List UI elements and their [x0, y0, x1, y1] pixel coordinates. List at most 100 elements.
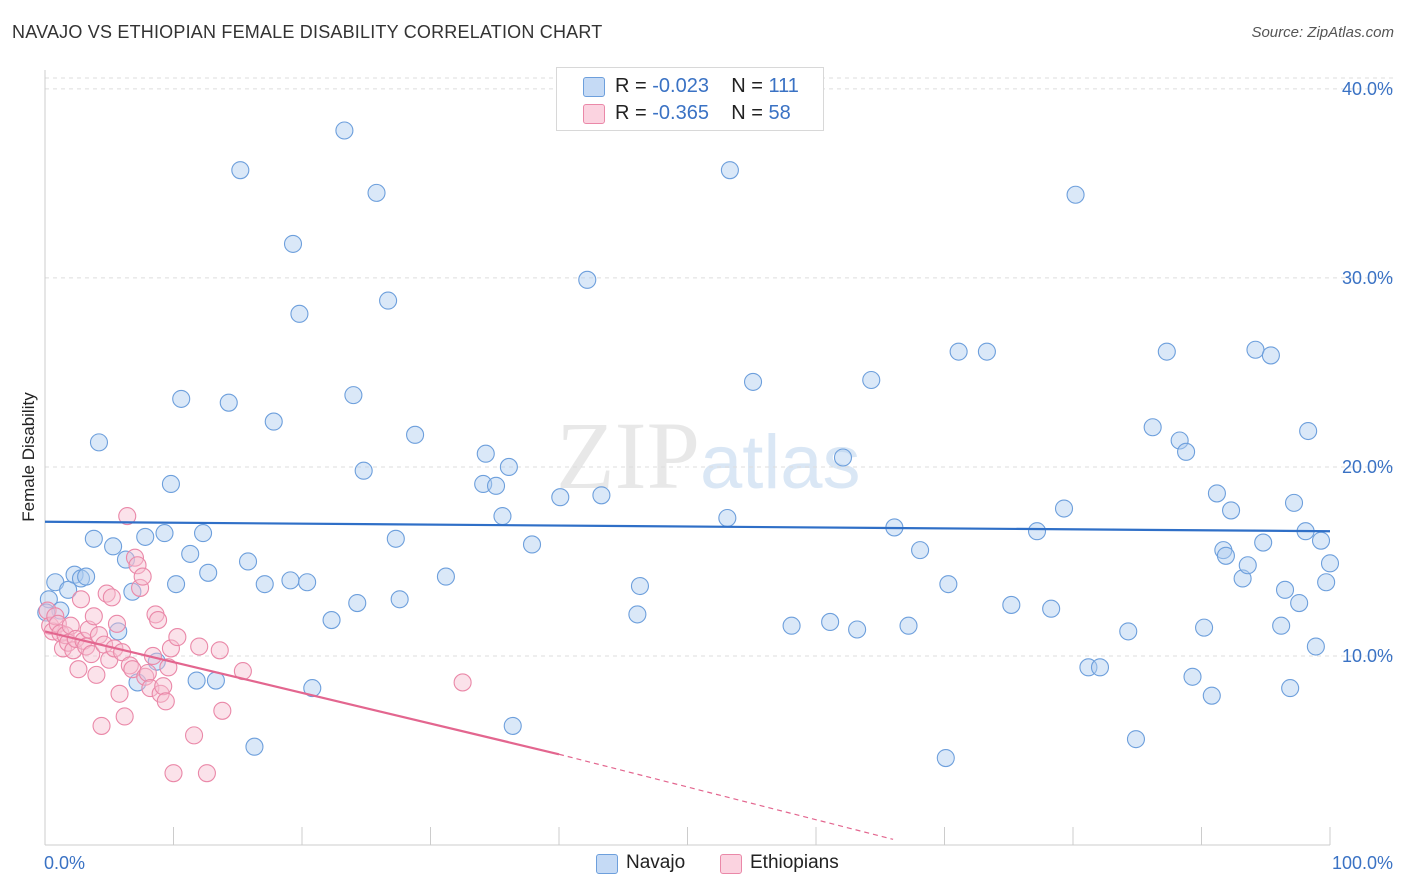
ethiopian-point: [154, 677, 173, 696]
navajo-point: [1216, 546, 1235, 565]
navajo-point: [833, 448, 853, 467]
navajo-point: [245, 737, 264, 756]
bottom-label-navajo: Navajo: [626, 852, 686, 873]
navajo-point: [1222, 501, 1241, 520]
navajo-trendline: [44, 520, 1331, 533]
ethiopian-point: [161, 639, 180, 658]
navajo-point: [303, 679, 322, 698]
legend-r-label-navajo: R =: [615, 75, 653, 97]
ethiopian-point: [131, 578, 150, 597]
ethiopian-point: [128, 556, 147, 575]
navajo-point: [628, 605, 647, 624]
legend-text-ethiopians: R = -0.365 N = 58: [615, 102, 791, 125]
navajo-point: [354, 461, 373, 480]
ethiopian-point: [87, 665, 106, 684]
legend-n-value-ethiopians: 58: [768, 102, 791, 124]
y-tick-label: 30.0%: [1342, 268, 1393, 288]
navajo-point: [161, 474, 180, 494]
navajo-point: [1284, 493, 1304, 512]
ethiopian-point: [92, 716, 111, 735]
navajo-point: [630, 576, 650, 596]
navajo-point: [522, 535, 542, 554]
ethiopian-point: [149, 611, 168, 630]
navajo-point: [1170, 431, 1189, 450]
navajo-point: [298, 573, 317, 592]
ethiopian-point: [69, 660, 88, 679]
navajo-point: [1177, 442, 1196, 461]
navajo-point: [390, 590, 409, 609]
navajo-point: [848, 620, 867, 639]
navajo-point: [386, 529, 405, 548]
navajo-point: [1054, 499, 1074, 518]
navajo-point: [109, 622, 128, 641]
navajo-point: [1183, 667, 1202, 686]
navajo-point: [551, 488, 570, 507]
legend-r-value-navajo: -0.023: [652, 75, 709, 97]
ethiopian-point: [84, 607, 103, 626]
navajo-point: [219, 393, 238, 412]
navajo-point: [322, 611, 341, 630]
legend-n-label-ethiopians: N =: [731, 102, 769, 124]
watermark: ZIPatlas: [556, 400, 861, 511]
ethiopian-point: [213, 701, 232, 720]
navajo-point: [1042, 599, 1061, 618]
legend-r-label-ethiopians: R =: [615, 102, 653, 124]
navajo-point: [335, 121, 354, 140]
navajo-point: [290, 304, 309, 323]
ethiopian-point: [133, 567, 152, 586]
ethiopian-point: [107, 614, 127, 633]
navajo-point: [199, 563, 218, 582]
navajo-point: [231, 161, 250, 180]
navajo-point: [911, 541, 930, 560]
navajo-point: [578, 270, 597, 289]
navajo-point: [436, 567, 455, 586]
navajo-point: [77, 567, 96, 586]
navajo-point: [1207, 484, 1226, 503]
navajo-point: [116, 550, 136, 569]
navajo-point: [238, 552, 258, 571]
navajo-point: [782, 616, 801, 635]
navajo-point: [51, 601, 70, 620]
ethiopian-point: [138, 663, 157, 683]
navajo-point: [1126, 730, 1146, 749]
navajo-point: [939, 575, 958, 594]
ethiopian-point: [156, 692, 175, 711]
navajo-point: [379, 291, 398, 310]
navajo-point: [367, 183, 386, 202]
navajo-point: [1066, 185, 1085, 204]
legend-swatch-ethiopians: [583, 104, 605, 124]
navajo-point: [503, 716, 522, 735]
navajo-point: [899, 616, 918, 635]
chart-title: NAVAJO VS ETHIOPIAN FEMALE DISABILITY CO…: [12, 22, 603, 42]
navajo-point: [1143, 418, 1162, 437]
y-tick-label: 20.0%: [1342, 457, 1393, 477]
legend: R = -0.023 N = 111 R = -0.365 N = 58: [556, 67, 824, 131]
ethiopian-point: [71, 590, 91, 609]
ethiopian-point: [159, 658, 178, 677]
navajo-point: [1002, 595, 1021, 614]
bottom-label-ethiopians: Ethiopians: [750, 852, 839, 873]
navajo-point: [1238, 556, 1257, 575]
x-tick-label: 0.0%: [44, 853, 85, 873]
navajo-point: [348, 593, 367, 613]
navajo-point: [172, 389, 191, 408]
navajo-point: [720, 161, 739, 180]
ethiopian-point: [102, 588, 121, 607]
navajo-point: [84, 529, 103, 548]
navajo-point: [1027, 522, 1047, 541]
navajo-point: [1290, 593, 1309, 613]
source-label: Source: ZipAtlas.com: [1251, 24, 1394, 41]
navajo-point: [167, 575, 186, 594]
navajo-point: [1281, 679, 1300, 698]
navajo-point: [1261, 346, 1280, 365]
ethiopian-point: [197, 764, 216, 783]
navajo-point: [592, 486, 611, 505]
y-tick-label: 40.0%: [1342, 79, 1393, 99]
navajo-point: [1195, 618, 1214, 637]
navajo-point: [89, 433, 109, 452]
navajo-point: [821, 612, 840, 632]
bottom-swatch-navajo: [596, 854, 618, 874]
navajo-point: [493, 507, 512, 526]
ethiopian-trendline-extension: [558, 753, 894, 840]
